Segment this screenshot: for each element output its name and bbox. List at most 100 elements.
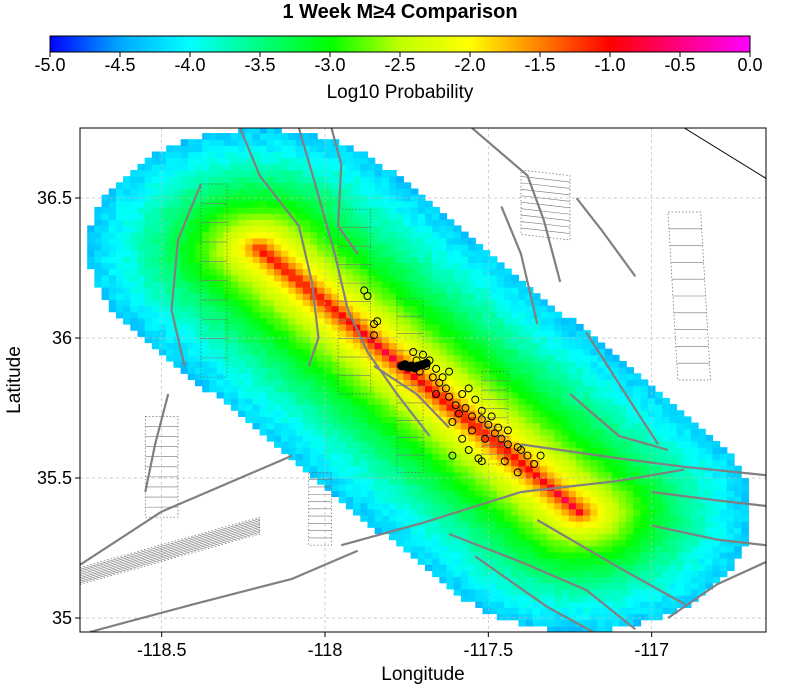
earthquake-marker — [419, 350, 427, 359]
earthquake-marker — [513, 468, 522, 477]
earthquake-marker — [468, 426, 476, 435]
fault-line — [575, 197, 637, 278]
earthquake-marker — [464, 446, 473, 454]
fault-block-hatch — [520, 208, 571, 215]
y-tick-label: 36.5 — [37, 188, 72, 208]
earthquake-marker — [435, 378, 444, 387]
fault-block-outline — [396, 298, 424, 473]
fault-line — [651, 490, 766, 508]
earthquake-marker — [448, 418, 457, 426]
earthquake-marker — [448, 451, 457, 460]
fault-block-hatch — [80, 523, 260, 575]
fault-line — [474, 555, 594, 632]
fault-block-outline — [80, 516, 261, 585]
probability-field — [87, 128, 749, 632]
dotted-fault-blocks — [80, 169, 711, 585]
fault-line — [667, 560, 766, 619]
map-title: 1 Week M≥4 Comparison — [282, 1, 517, 23]
fault-block-hatch — [80, 525, 260, 577]
fault-block-outline — [337, 208, 372, 395]
colorbar-tick-label: -2.0 — [454, 55, 485, 75]
earthquake-marker — [461, 404, 470, 412]
fault-line — [471, 128, 562, 283]
earthquake-cluster-marker — [397, 361, 407, 371]
fault-block-hatch — [80, 520, 260, 572]
y-tick-label: 36 — [52, 328, 72, 348]
earthquake-marker — [497, 434, 506, 443]
colorbar-tick-label: -5.0 — [34, 55, 65, 75]
fault-line — [341, 468, 685, 547]
earthquake-marker — [445, 392, 454, 401]
colorbar-tick-label: -1.0 — [594, 55, 625, 75]
earthquake-marker — [536, 451, 545, 460]
y-axis-ticks: 36.5 36 35.5 35 — [37, 188, 80, 628]
fault-block-outline — [667, 211, 711, 381]
fault-line — [569, 393, 669, 452]
x-tick-label: -117 — [634, 640, 669, 660]
fault-line — [520, 443, 766, 477]
fault-block-hatch — [520, 201, 571, 209]
earthquake-markers — [360, 286, 545, 477]
map-plot-area — [80, 128, 766, 632]
colorbar-tick-label: -4.5 — [104, 55, 135, 75]
y-axis-label: Latitude — [4, 346, 25, 414]
fault-block-hatch — [80, 526, 260, 578]
earthquake-marker — [373, 317, 382, 326]
colorbar-tick-label: -4.0 — [174, 55, 205, 75]
earthquake-marker — [481, 434, 490, 443]
map-frame — [79, 127, 767, 633]
colorbar-ticks: -5.0 -4.5 -4.0 -3.5 -3.0 -2.5 -2.0 -1.5 -1.0 -0.5… — [34, 52, 763, 75]
fault-line — [144, 393, 170, 493]
earthquake-marker — [530, 460, 539, 468]
fault-line — [239, 128, 320, 367]
earthquake-marker — [477, 457, 486, 466]
earthquake-cluster-marker — [421, 358, 431, 368]
earthquake-marker — [432, 390, 441, 398]
earthquake-marker — [523, 451, 532, 460]
colorbar-tick-label: 0.0 — [737, 55, 762, 75]
earthquake-marker — [363, 292, 372, 300]
colorbar-tick-label: -1.5 — [524, 55, 555, 75]
fault-block-hatch — [520, 227, 571, 234]
earthquake-marker — [503, 440, 512, 449]
fault-block-outline — [520, 169, 571, 241]
earthquake-marker — [464, 384, 473, 393]
fault-line — [500, 205, 539, 325]
earthquake-marker — [517, 446, 525, 454]
fault-line — [373, 365, 450, 429]
earthquake-marker — [445, 367, 454, 376]
earthquake-marker — [484, 420, 493, 429]
fault-line — [448, 532, 636, 631]
earthquake-marker — [494, 423, 503, 432]
fault-line — [585, 331, 660, 445]
colorbar-tick-label: -0.5 — [664, 55, 695, 75]
fault-block-hatch — [80, 521, 260, 573]
fault-block-outline — [144, 416, 179, 518]
earthquake-marker — [477, 406, 486, 415]
colorbar-tick-label: -2.5 — [384, 55, 415, 75]
fault-line — [89, 549, 359, 632]
fault-block-hatch — [80, 528, 260, 580]
earthquake-marker — [458, 390, 467, 398]
fault-lines — [80, 128, 766, 632]
fault-line — [297, 128, 431, 437]
y-tick-label: 35.5 — [37, 468, 72, 488]
fault-line — [170, 183, 202, 367]
fault-line — [330, 128, 359, 255]
earthquake-marker — [468, 412, 476, 421]
earthquake-marker — [471, 395, 480, 404]
fault-block-hatch — [80, 518, 260, 570]
fault-line — [536, 519, 685, 605]
earthquake-marker — [477, 415, 486, 424]
fault-block-hatch — [80, 530, 260, 582]
y-tick-label: 35 — [52, 608, 72, 628]
fault-block-hatch — [80, 532, 260, 584]
earthquake-marker — [370, 331, 378, 340]
fault-block-hatch — [520, 195, 571, 202]
fault-line — [80, 454, 293, 566]
fault-line — [651, 524, 766, 547]
earthquake-marker — [487, 412, 496, 421]
x-axis-label: Longitude — [381, 664, 464, 685]
fault-block-outline — [481, 371, 509, 465]
